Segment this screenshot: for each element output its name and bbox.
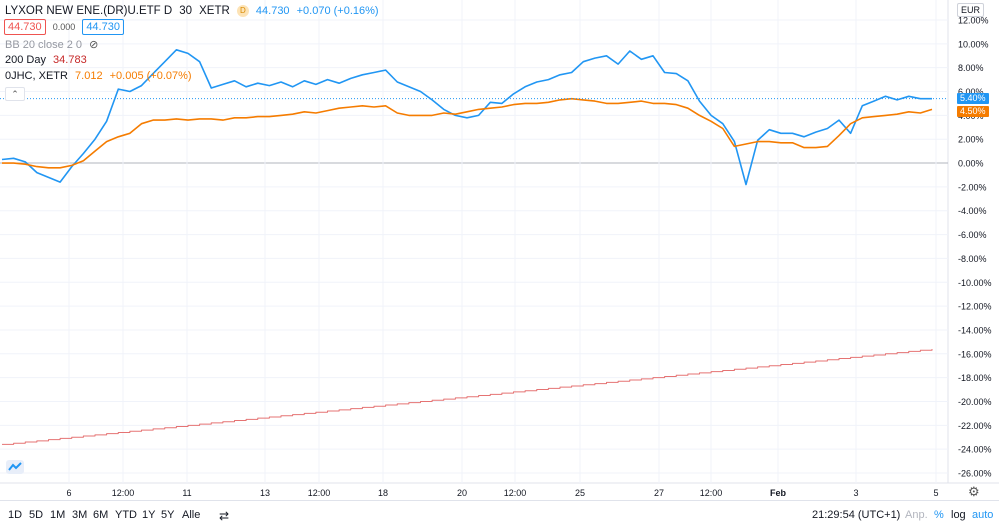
y-tick-label: 12.00% [958,16,989,26]
eye-icon[interactable]: ⊘ [89,39,99,51]
y-tick-label: -18.00% [958,373,992,383]
y-tick-label: 6.00% [958,87,984,97]
y-tick-label: -2.00% [958,182,987,192]
range-3m-button[interactable]: 3M [72,509,88,521]
dividend-badge-icon[interactable]: D [236,5,249,18]
currency-label[interactable]: EUR [957,3,985,17]
percent-toggle[interactable]: % [934,509,944,521]
y-tick-label: -14.00% [958,325,992,335]
price-chart[interactable]: 12.00%10.00%8.00%6.00%4.00%2.00%0.00%-2.… [0,0,999,500]
y-tick-label: -4.00% [958,206,987,216]
range-1m-button[interactable]: 1M [50,509,66,521]
ask-button[interactable]: 44.730 [82,19,124,35]
bb-indicator-legend[interactable]: BB 20 close 2 0 ⊘ [5,38,102,52]
y-tick-label: -20.00% [958,397,992,407]
x-tick-label: 25 [575,488,585,498]
y-tick-label: -12.00% [958,302,992,312]
ma-indicator-legend[interactable]: 200 Day 34.783 [5,53,91,67]
price-change: +0.070 (+0.16%) [296,5,379,17]
ma-value: 34.783 [53,54,87,66]
y-tick-label: -16.00% [958,349,992,359]
collapse-legend-chevron-up-icon[interactable]: ⌃ [5,87,25,101]
exchange-label: XETR [199,5,230,17]
x-tick-label: 13 [260,488,270,498]
adjust-toggle[interactable]: Anp. [905,509,928,521]
y-tick-label: -22.00% [958,421,992,431]
x-tick-label: 6 [66,488,71,498]
clock-time[interactable]: 21:29:54 (UTC+1) [812,509,901,521]
ma-label: 200 Day [5,54,46,66]
bid-ask-row: 44.730 0.000 44.730 [4,19,128,35]
x-tick-label: 27 [654,488,664,498]
interval-label: 30 [179,5,193,17]
range-5d-button[interactable]: 5D [29,509,44,521]
log-toggle[interactable]: log [951,509,966,521]
x-tick-label: 12:00 [308,488,331,498]
y-tick-label: -10.00% [958,278,992,288]
symbol-name: LYXOR NEW ENE.(DR)U.ETF D [5,5,173,17]
range-all-button[interactable]: Alle [182,509,201,521]
bid-button[interactable]: 44.730 [4,19,46,35]
range-ytd-button[interactable]: YTD [115,509,137,521]
x-tick-label: 11 [182,488,191,498]
legend-title: LYXOR NEW ENE.(DR)U.ETF D 30 XETR D 44.7… [5,4,383,18]
ma-series-line[interactable] [2,349,933,445]
compare-symbol: 0JHC, XETR [5,70,68,82]
x-tick-label: 20 [457,488,467,498]
main-price-tag: 5.40% [957,92,989,104]
y-tick-label: 8.00% [958,63,984,73]
auto-toggle[interactable]: auto [972,509,994,521]
tradingview-logo-icon[interactable] [6,460,24,474]
x-tick-label: 12:00 [112,488,135,498]
last-price: 44.730 [255,5,290,17]
range-1d-button[interactable]: 1D [8,509,23,521]
x-tick-label: 18 [378,488,388,498]
compare-price-tag: 4.50% [957,106,989,118]
y-tick-label: 2.00% [958,135,984,145]
y-tick-label: -26.00% [958,469,992,479]
spread-value: 0.000 [52,22,76,32]
x-tick-label: 12:00 [504,488,527,498]
bottom-toolbar: 1D 5D 1M 3M 6M YTD 1Y 5Y Alle ⇄ 21:29:54… [0,500,999,526]
y-tick-label: -8.00% [958,254,987,264]
x-tick-label: Feb [770,488,787,498]
compare-change: +0.005 (+0.07%) [109,70,192,82]
range-5y-button[interactable]: 5Y [161,509,175,521]
settings-gear-icon[interactable]: ⚙ [968,484,980,499]
x-tick-label: 3 [853,488,858,498]
compare-last: 7.012 [75,70,103,82]
x-tick-label: 5 [933,488,938,498]
compare-series-line[interactable] [2,97,933,169]
y-tick-label: -6.00% [958,230,987,240]
y-tick-label: -24.00% [958,445,992,455]
x-tick-label: 12:00 [700,488,723,498]
compare-legend[interactable]: 0JHC, XETR 7.012 +0.005 (+0.07%) [5,69,196,83]
main-series-line[interactable] [1,49,932,186]
y-tick-label: 10.00% [958,39,989,49]
bb-label: BB 20 close 2 0 [5,39,83,51]
range-6m-button[interactable]: 6M [93,509,109,521]
y-tick-label: 0.00% [958,159,984,169]
range-1y-button[interactable]: 1Y [142,509,156,521]
date-range-calendar-icon[interactable]: ⇄ [219,509,230,523]
